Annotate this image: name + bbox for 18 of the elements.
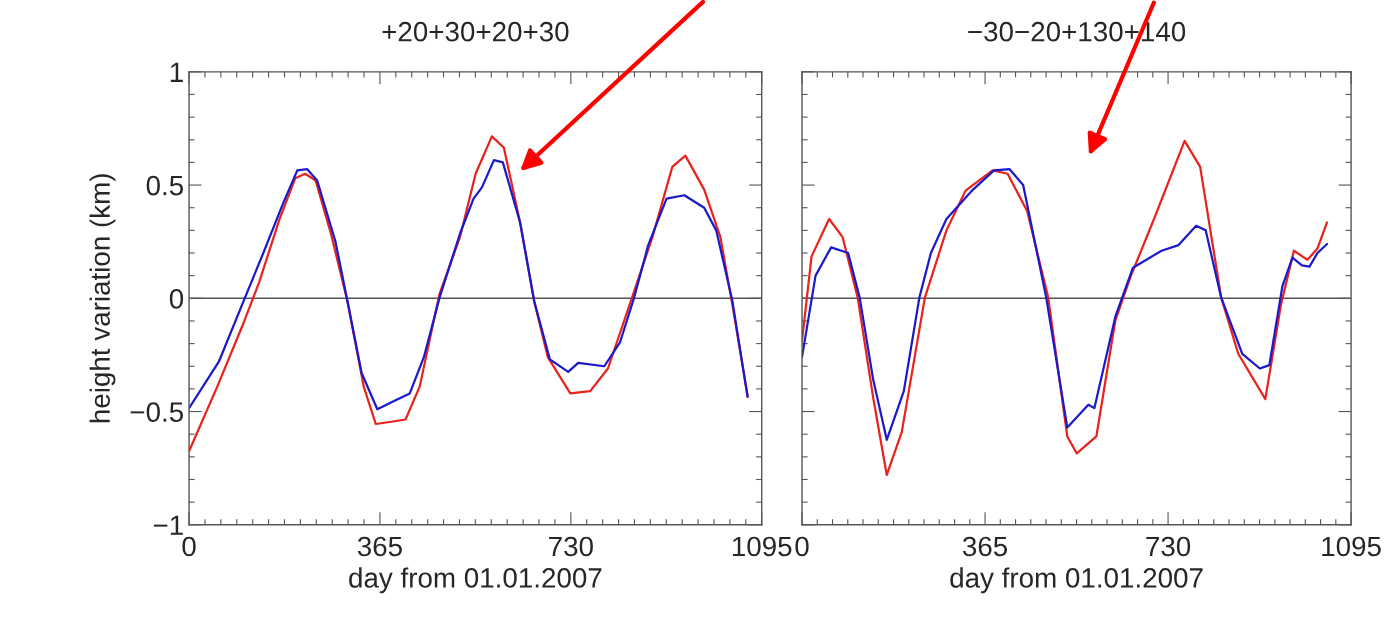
chart-title: +20+30+20+30 xyxy=(382,21,569,42)
x-tick-label: 0 xyxy=(795,536,809,557)
line-series xyxy=(189,135,749,453)
x-axis-title: day from 01.01.2007 xyxy=(349,567,602,594)
x-tick-label: 365 xyxy=(357,536,402,557)
x-tick-label: 1095 xyxy=(732,536,792,557)
y-tick-label: −0.5 xyxy=(130,402,184,422)
x-axis-title: day from 01.01.2007 xyxy=(950,567,1203,594)
x-tick-label: 365 xyxy=(962,536,1008,557)
x-tick-label: 1095 xyxy=(1322,536,1381,557)
y-tick-label: 0 xyxy=(169,288,184,309)
y-axis-title: height variation (km) xyxy=(89,174,116,423)
y-tick-label: −1 xyxy=(153,515,183,535)
x-tick-label: 730 xyxy=(549,536,593,557)
y-tick-label: 0.5 xyxy=(146,175,184,196)
y-tick-label: 1 xyxy=(170,62,183,82)
line-series xyxy=(189,159,749,411)
x-tick-label: 730 xyxy=(1146,536,1191,557)
